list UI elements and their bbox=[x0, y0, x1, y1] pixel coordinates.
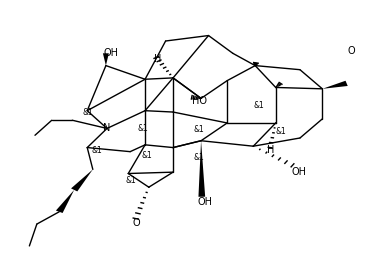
Text: &1: &1 bbox=[275, 127, 286, 136]
Polygon shape bbox=[103, 53, 109, 66]
Text: &1: &1 bbox=[194, 125, 205, 134]
Text: &1: &1 bbox=[91, 146, 102, 155]
Text: O: O bbox=[133, 218, 140, 228]
Polygon shape bbox=[56, 190, 74, 213]
Text: &1: &1 bbox=[126, 176, 136, 185]
Text: OH: OH bbox=[197, 197, 212, 207]
Polygon shape bbox=[199, 141, 205, 197]
Text: OH: OH bbox=[103, 48, 118, 58]
Polygon shape bbox=[322, 81, 348, 89]
Text: O: O bbox=[348, 46, 355, 56]
Text: &1: &1 bbox=[253, 101, 264, 110]
Text: H: H bbox=[154, 54, 161, 64]
Text: OH: OH bbox=[292, 167, 307, 177]
Text: N: N bbox=[103, 123, 111, 133]
Text: &1: &1 bbox=[137, 124, 148, 133]
Text: H: H bbox=[267, 145, 274, 155]
Polygon shape bbox=[71, 169, 93, 192]
Text: &1: &1 bbox=[194, 153, 205, 162]
Text: &1: &1 bbox=[83, 108, 93, 116]
Text: HO: HO bbox=[193, 96, 208, 106]
Text: &1: &1 bbox=[142, 151, 152, 160]
